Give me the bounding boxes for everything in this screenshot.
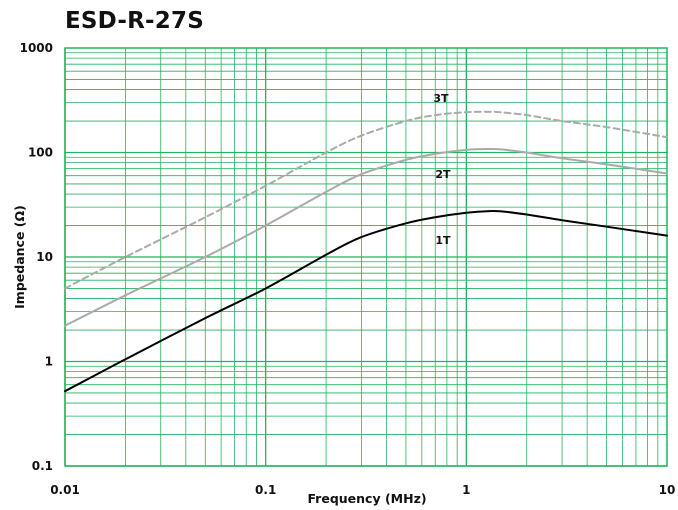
series-lines xyxy=(64,110,668,393)
series-line-2T xyxy=(64,147,668,327)
series-line-3T xyxy=(64,110,668,290)
x-tick-label: 1 xyxy=(462,483,470,497)
x-tick-label: 10 xyxy=(659,483,676,497)
y-tick-label: 10 xyxy=(36,250,53,264)
series-label-3T: 3T xyxy=(433,92,449,105)
x-axis-title: Frequency (MHz) xyxy=(307,491,426,506)
grid xyxy=(64,48,667,467)
y-tick-label: 100 xyxy=(28,146,53,160)
x-tick-label: 0.01 xyxy=(50,483,80,497)
series-labels: 1T 2T 3T xyxy=(433,92,451,247)
y-axis-title: Impedance (Ω) xyxy=(12,205,27,309)
x-tick-label: 0.1 xyxy=(255,483,276,497)
plot-frame xyxy=(64,47,668,467)
series-label-1T: 1T xyxy=(435,234,451,247)
y-tick-label: 0.1 xyxy=(32,459,53,473)
series-label-2T: 2T xyxy=(435,168,451,181)
tick-labels: 0.01 0.1 1 10 0.1 1 10 100 1000 xyxy=(20,41,676,497)
y-tick-label: 1 xyxy=(45,355,53,369)
chart-title: ESD-R-27S xyxy=(65,8,204,34)
series-line-1T xyxy=(64,209,668,393)
y-tick-label: 1000 xyxy=(20,41,53,55)
